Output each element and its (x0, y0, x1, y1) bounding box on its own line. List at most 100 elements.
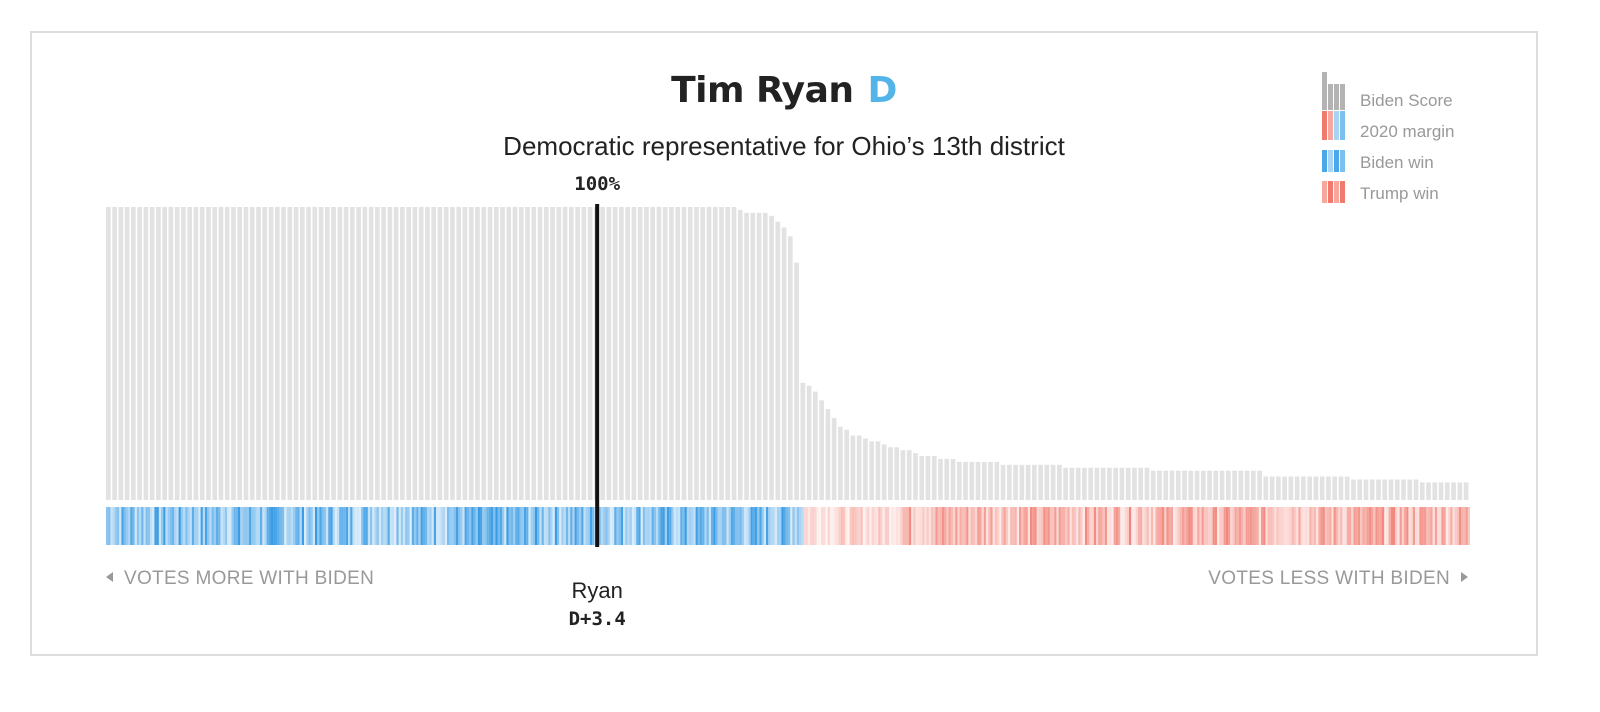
trump-margin-cell (1085, 507, 1088, 545)
trump-margin-cell (1087, 507, 1090, 545)
biden-margin-cell (618, 507, 621, 545)
trump-margin-cell (1298, 507, 1301, 545)
score-bar (1251, 470, 1256, 500)
trump-margin-cell (1162, 507, 1165, 545)
biden-margin-cell (785, 507, 788, 545)
trump-margin-cell (1019, 507, 1022, 545)
biden-margin-cell (552, 507, 555, 545)
trump-margin-cell (1263, 507, 1266, 545)
trump-margin-cell (867, 507, 870, 545)
trump-margin-cell (1060, 507, 1063, 545)
trump-margin-cell (1434, 507, 1437, 545)
biden-margin-cell (216, 507, 219, 545)
biden-margin-cell (277, 507, 280, 545)
biden-margin-cell (407, 507, 410, 545)
biden-margin-cell (576, 507, 579, 545)
score-bar (124, 207, 130, 500)
score-bar (844, 429, 849, 500)
trump-margin-cell (1415, 507, 1418, 545)
trump-margin-cell (1335, 507, 1338, 545)
trump-margin-cell (876, 507, 879, 545)
trump-margin-cell (1140, 507, 1143, 545)
biden-margin-cell (759, 507, 762, 545)
trump-margin-cell (955, 507, 958, 545)
biden-margin-cell (521, 507, 524, 545)
biden-margin-cell (464, 507, 467, 545)
trump-margin-cell (1252, 507, 1255, 545)
biden-margin-cell (695, 507, 698, 545)
score-bar (1094, 467, 1100, 500)
left-arrow-icon (106, 572, 113, 582)
biden-margin-cell (495, 507, 498, 545)
score-bar (243, 207, 249, 500)
biden-margin-cell (282, 507, 285, 545)
legend-trump-win-label: Trump win (1360, 184, 1439, 203)
trump-margin-cell (1375, 507, 1378, 545)
biden-margin-cell (658, 507, 661, 545)
biden-margin-cell (768, 507, 771, 545)
trump-margin-cell (1120, 507, 1123, 545)
biden-margin-cell (480, 507, 483, 545)
biden-margin-cell (557, 507, 560, 545)
score-bar (268, 207, 274, 500)
score-bar (1219, 470, 1225, 500)
trump-margin-cell (1439, 507, 1442, 545)
biden-margin-cell (788, 507, 791, 545)
trump-margin-cell (1364, 507, 1367, 545)
score-bar (493, 207, 499, 500)
biden-margin-cell (392, 507, 395, 545)
biden-margin-cell (583, 507, 586, 545)
trump-margin-cell (1437, 507, 1440, 545)
biden-margin-cell (222, 507, 225, 545)
score-bar (769, 215, 774, 501)
trump-margin-cell (1463, 507, 1466, 545)
member-name-label: Ryan (571, 578, 622, 603)
biden-margin-cell (647, 507, 650, 545)
biden-margin-cell (766, 507, 769, 545)
score-bar (1263, 476, 1269, 500)
trump-margin-cell (999, 507, 1002, 545)
score-bar (368, 207, 374, 500)
trump-margin-cell (1426, 507, 1429, 545)
biden-margin-cell (165, 507, 168, 545)
trump-margin-cell (1386, 507, 1389, 545)
score-bar (131, 207, 136, 500)
biden-margin-cell (185, 507, 188, 545)
biden-margin-cell (231, 507, 234, 545)
biden-margin-cell (339, 507, 342, 545)
biden-margin-cell (453, 507, 456, 545)
trump-margin-cell (1397, 507, 1400, 545)
score-bar (681, 207, 687, 500)
trump-margin-cell (1166, 507, 1169, 545)
score-bar (938, 458, 943, 500)
biden-margin-cell (609, 507, 612, 545)
trump-margin-cell (893, 507, 896, 545)
trump-margin-cell (1074, 507, 1077, 545)
biden-margin-cell (396, 507, 399, 545)
trump-margin-cell (1327, 507, 1330, 545)
score-bar (1463, 482, 1469, 500)
biden-margin-cell (794, 507, 797, 545)
legend-trump-win-icon (1322, 181, 1345, 203)
trump-margin-cell (1285, 507, 1288, 545)
trump-margin-cell (1428, 507, 1431, 545)
biden-margin-cell (431, 507, 434, 545)
trump-margin-cell (827, 507, 830, 545)
trump-margin-cell (1331, 507, 1334, 545)
trump-margin-cell (1382, 507, 1385, 545)
trump-margin-cell (1256, 507, 1259, 545)
trump-margin-cell (1280, 507, 1283, 545)
biden-margin-cell (420, 507, 423, 545)
biden-margin-cell (194, 507, 197, 545)
trump-margin-cell (1454, 507, 1457, 545)
biden-margin-cell (728, 507, 731, 545)
score-bar (1213, 470, 1219, 500)
trump-margin-cell (959, 507, 962, 545)
score-bar (606, 207, 612, 500)
score-bar (274, 207, 280, 500)
biden-margin-cell (308, 507, 311, 545)
trump-margin-cell (1294, 507, 1297, 545)
trump-margin-cell (957, 507, 960, 545)
biden-margin-cell (271, 507, 274, 545)
score-bar (1207, 470, 1212, 500)
